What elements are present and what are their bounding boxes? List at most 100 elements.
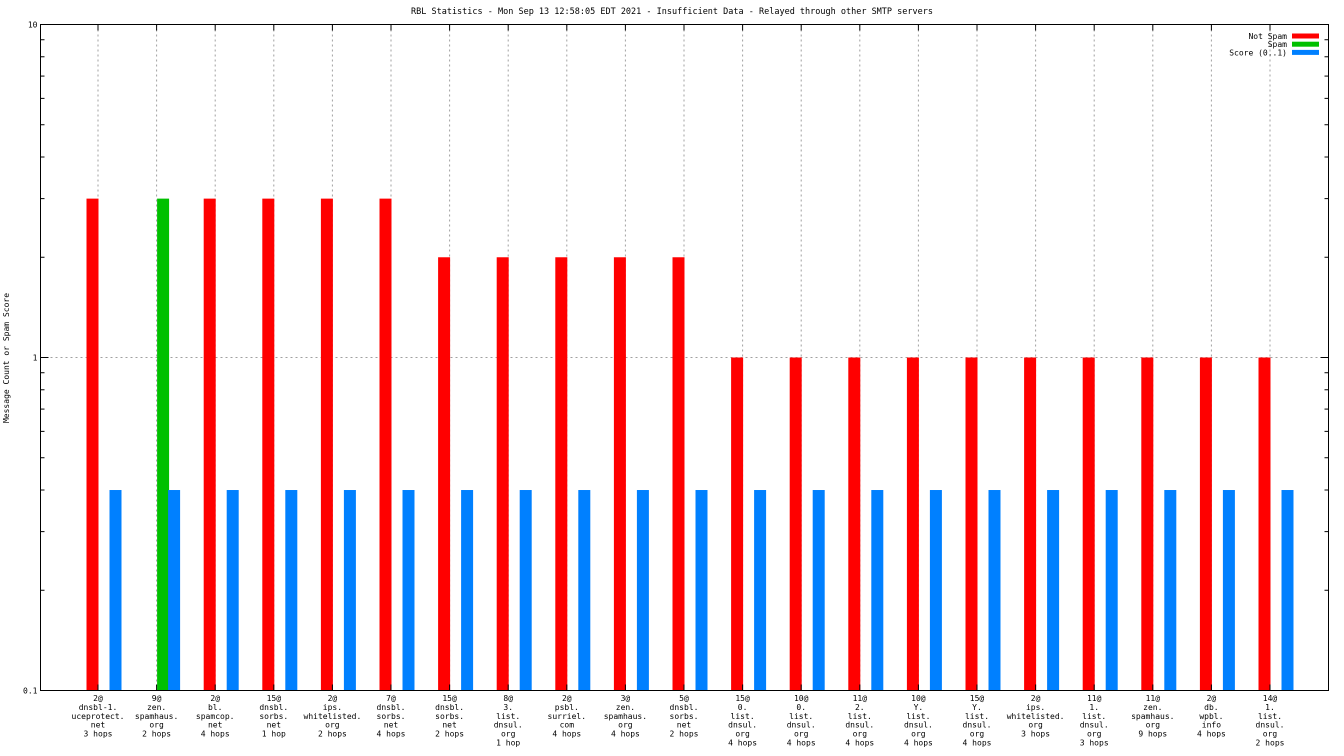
- bar-not-spam: [965, 357, 978, 691]
- x-tick-label: 2@: [562, 694, 572, 703]
- legend-swatch: [1292, 41, 1319, 47]
- x-tick-label: org: [618, 721, 633, 730]
- x-tick-label: dnsbl.: [259, 703, 288, 712]
- x-tick-label: org: [1263, 730, 1278, 739]
- x-tick-label: dnsul.: [845, 721, 874, 730]
- legend-label: Not Spam: [1248, 32, 1287, 41]
- bar-score-0-1: [636, 490, 649, 691]
- x-tick-label: 2@: [328, 694, 338, 703]
- x-tick-label: 3.: [503, 703, 513, 712]
- x-tick-label: dnsbl.: [435, 703, 464, 712]
- bar-not-spam: [320, 198, 333, 691]
- x-tick-label: 11@: [1087, 694, 1102, 703]
- bar-not-spam: [848, 357, 861, 691]
- x-tick-label: list.: [906, 712, 930, 721]
- bar-not-spam: [438, 257, 451, 691]
- x-tick-label: 15@: [970, 694, 985, 703]
- bar-score-0-1: [226, 490, 239, 691]
- x-tick-label: 1.: [1089, 703, 1099, 712]
- x-tick-label: dnsul.: [1080, 721, 1109, 730]
- x-tick-label: sorbs.: [435, 712, 464, 721]
- x-tick-label: sorbs.: [670, 712, 699, 721]
- x-tick-label: net: [267, 721, 282, 730]
- x-tick-label: info: [1202, 721, 1221, 730]
- x-tick-label: 9 hops: [1138, 730, 1167, 739]
- bar-score-0-1: [109, 490, 122, 691]
- x-tick-label: net: [384, 721, 399, 730]
- x-tick-label: Y.: [972, 703, 982, 712]
- x-tick-label: 10@: [794, 694, 809, 703]
- x-tick-label: 4 hops: [845, 739, 874, 748]
- bar-not-spam: [731, 357, 744, 691]
- x-tick-label: net: [208, 721, 223, 730]
- bar-not-spam: [496, 257, 509, 691]
- x-tick-label: 2 hops: [1256, 739, 1285, 748]
- x-tick-label: dnsbl-1.: [79, 703, 118, 712]
- x-tick-label: list.: [1082, 712, 1106, 721]
- x-tick-label: 2@: [210, 694, 220, 703]
- x-tick-label: org: [970, 730, 985, 739]
- bar-not-spam: [672, 257, 685, 691]
- x-tick-label: dnsul.: [904, 721, 933, 730]
- x-tick-label: com: [560, 721, 575, 730]
- x-tick-label: org: [149, 721, 164, 730]
- x-tick-label: 15@: [735, 694, 750, 703]
- x-tick-label: bl.: [208, 703, 222, 712]
- x-tick-label: 3 hops: [1080, 739, 1109, 748]
- bar-score-0-1: [519, 490, 532, 691]
- x-tick-label: 3@: [621, 694, 631, 703]
- bar-not-spam: [1082, 357, 1095, 691]
- x-tick-label: 0.: [796, 703, 806, 712]
- bar-score-0-1: [168, 490, 181, 691]
- x-tick-label: 4 hops: [201, 730, 230, 739]
- x-tick-label: 15@: [442, 694, 457, 703]
- x-tick-label: surriel.: [548, 712, 587, 721]
- bar-score-0-1: [812, 490, 825, 691]
- x-tick-label: 2@: [1207, 694, 1217, 703]
- bar-not-spam: [262, 198, 275, 691]
- x-tick-label: 4 hops: [904, 739, 933, 748]
- x-tick-label: list.: [789, 712, 813, 721]
- x-tick-label: spamhaus.: [1131, 712, 1174, 721]
- x-tick-label: 11@: [853, 694, 868, 703]
- x-tick-label: dnsbl.: [377, 703, 406, 712]
- bar-score-0-1: [285, 490, 298, 691]
- legend-label: Spam: [1268, 40, 1287, 49]
- x-tick-label: dnsul.: [728, 721, 757, 730]
- x-tick-label: psbl.: [555, 703, 579, 712]
- x-tick-label: spamcop.: [196, 712, 235, 721]
- x-tick-label: dnsbl.: [670, 703, 699, 712]
- x-tick-label: org: [1146, 721, 1161, 730]
- x-tick-label: org: [911, 730, 926, 739]
- bar-score-0-1: [1222, 490, 1235, 691]
- bar-score-0-1: [1105, 490, 1118, 691]
- x-tick-label: db.: [1204, 703, 1218, 712]
- bar-score-0-1: [695, 490, 708, 691]
- x-tick-label: list.: [1258, 712, 1282, 721]
- x-tick-label: 3 hops: [1021, 730, 1050, 739]
- x-tick-label: dnsul.: [1256, 721, 1285, 730]
- axis-ticks: 10 1 0.1: [23, 21, 1329, 696]
- bar-score-0-1: [402, 490, 415, 691]
- x-tick-label: Y.: [914, 703, 924, 712]
- x-tick-label: 4 hops: [963, 739, 992, 748]
- y-tick-label: 10: [28, 21, 38, 30]
- x-tick-label: list.: [496, 712, 520, 721]
- bar-score-0-1: [871, 490, 884, 691]
- x-tick-label: 4 hops: [728, 739, 757, 748]
- bars: [86, 198, 1294, 691]
- x-tick-label: 2 hops: [435, 730, 464, 739]
- bar-not-spam: [203, 198, 216, 691]
- x-tick-label: zen.: [1143, 703, 1162, 712]
- y-tick-label: 1: [33, 354, 38, 363]
- x-tick-label: 2 hops: [142, 730, 171, 739]
- x-tick-label: 2@: [1031, 694, 1041, 703]
- bar-not-spam: [555, 257, 568, 691]
- x-tick-label: 5@: [679, 694, 689, 703]
- x-tick-label: org: [1028, 721, 1043, 730]
- x-tick-label: ips.: [323, 703, 342, 712]
- x-tick-label: spamhaus.: [135, 712, 178, 721]
- bar-not-spam: [379, 198, 392, 691]
- x-tick-label: whitelisted.: [304, 712, 362, 721]
